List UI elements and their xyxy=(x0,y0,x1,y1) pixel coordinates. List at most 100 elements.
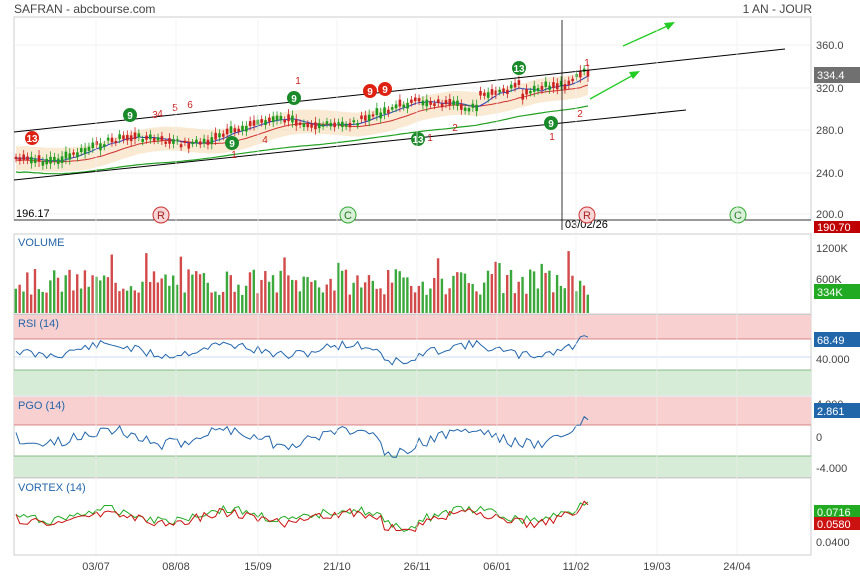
candle-body xyxy=(298,122,302,125)
candle-body xyxy=(448,98,452,106)
volume-bar xyxy=(294,280,298,313)
volume-panel: VOLUME 1200K 600K 334K xyxy=(13,233,860,315)
volume-bar xyxy=(233,291,236,313)
volume-bar xyxy=(76,274,79,313)
volume-bar xyxy=(198,274,202,313)
candle-body xyxy=(325,121,329,125)
candle-body xyxy=(364,115,367,121)
volume-bar xyxy=(241,294,244,313)
volume-value-text: 334K xyxy=(817,287,843,299)
vortex-tick-bottom: 0.0400 xyxy=(816,537,850,549)
candle-body xyxy=(341,121,344,128)
mm100-line xyxy=(15,105,589,175)
volume-bar xyxy=(248,272,252,313)
volume-bar xyxy=(529,269,532,313)
demark-badge: 9 xyxy=(225,136,239,150)
candle-body xyxy=(218,133,221,138)
period-label[interactable]: 1 AN - JOUR xyxy=(742,2,812,16)
projection-arrows xyxy=(589,22,675,100)
candle-body xyxy=(183,140,187,143)
candle-body xyxy=(145,135,148,140)
volume-bar xyxy=(340,270,344,313)
event-marker-c[interactable]: C xyxy=(729,206,747,224)
volume-panel-frame xyxy=(13,233,812,315)
candle-body xyxy=(375,108,379,116)
event-marker-c[interactable]: C xyxy=(339,206,357,224)
candle-body xyxy=(72,152,75,155)
volume-bar xyxy=(440,278,444,313)
candle-body xyxy=(291,115,294,123)
candle-body xyxy=(30,156,33,164)
volume-bar xyxy=(555,274,559,313)
candle-body xyxy=(106,137,110,141)
volume-bar xyxy=(87,286,90,313)
candle-body xyxy=(436,99,440,104)
event-marker-r[interactable]: R xyxy=(578,206,596,224)
event-marker-r[interactable]: R xyxy=(152,206,170,224)
candle-body xyxy=(187,142,191,149)
volume-bar xyxy=(79,288,83,313)
candle-body xyxy=(179,144,183,148)
candle-body xyxy=(137,133,141,138)
candle-body xyxy=(110,137,114,143)
volume-bar xyxy=(421,281,424,313)
pgo-label: PGO (14) xyxy=(18,400,65,412)
volume-bar xyxy=(210,292,213,313)
volume-bar xyxy=(252,269,256,313)
volume-bar xyxy=(536,288,540,313)
candle-body xyxy=(222,133,225,137)
candle-body xyxy=(160,136,164,141)
candle-body xyxy=(521,93,525,100)
volume-bar xyxy=(356,275,359,313)
rsi-value-text: 68.49 xyxy=(817,335,845,347)
candle-body xyxy=(548,85,551,90)
volume-bar xyxy=(191,274,194,313)
svg-text:9: 9 xyxy=(127,111,133,122)
volume-bar xyxy=(475,291,478,313)
candle-body xyxy=(225,128,229,135)
volume-bar xyxy=(456,272,459,313)
candle-body xyxy=(33,158,37,163)
svg-text:R: R xyxy=(583,210,591,222)
vortex-minus-badge xyxy=(814,517,860,530)
volume-bar xyxy=(425,294,428,313)
candle-body xyxy=(191,142,194,145)
candle-body xyxy=(348,122,352,128)
candle-body xyxy=(471,103,475,108)
volume-bar xyxy=(567,251,570,313)
svg-text:13: 13 xyxy=(412,135,424,146)
volume-tick-2: 600K xyxy=(816,274,842,286)
candle-body xyxy=(241,125,244,131)
candle-body xyxy=(91,142,95,149)
volume-bar xyxy=(333,290,336,313)
candle-body xyxy=(433,103,436,106)
candle-body xyxy=(410,99,413,103)
volume-bar xyxy=(360,287,363,313)
volume-bar xyxy=(386,270,390,313)
candle-body xyxy=(517,80,521,85)
candle-body xyxy=(398,99,402,107)
candle-body xyxy=(302,123,306,127)
candle-body xyxy=(83,147,87,154)
candle-body xyxy=(56,158,60,165)
svg-text:9: 9 xyxy=(548,119,554,130)
demark-badge: 9 xyxy=(363,84,377,98)
volume-bar xyxy=(444,294,447,313)
volume-bar xyxy=(141,281,144,313)
candle-body xyxy=(329,122,333,127)
volume-bar xyxy=(275,292,279,313)
candle-body xyxy=(494,90,498,95)
volume-bar xyxy=(563,288,566,313)
volume-bar xyxy=(367,275,371,313)
candle-body xyxy=(122,135,125,140)
candle-body xyxy=(214,132,217,140)
candle-body xyxy=(486,92,490,98)
demark-count: 6 xyxy=(187,100,193,111)
candle-body xyxy=(509,84,513,89)
volume-bar xyxy=(306,277,309,313)
volume-bar xyxy=(498,263,501,313)
volume-bar xyxy=(402,277,405,313)
volume-bar xyxy=(99,280,102,313)
